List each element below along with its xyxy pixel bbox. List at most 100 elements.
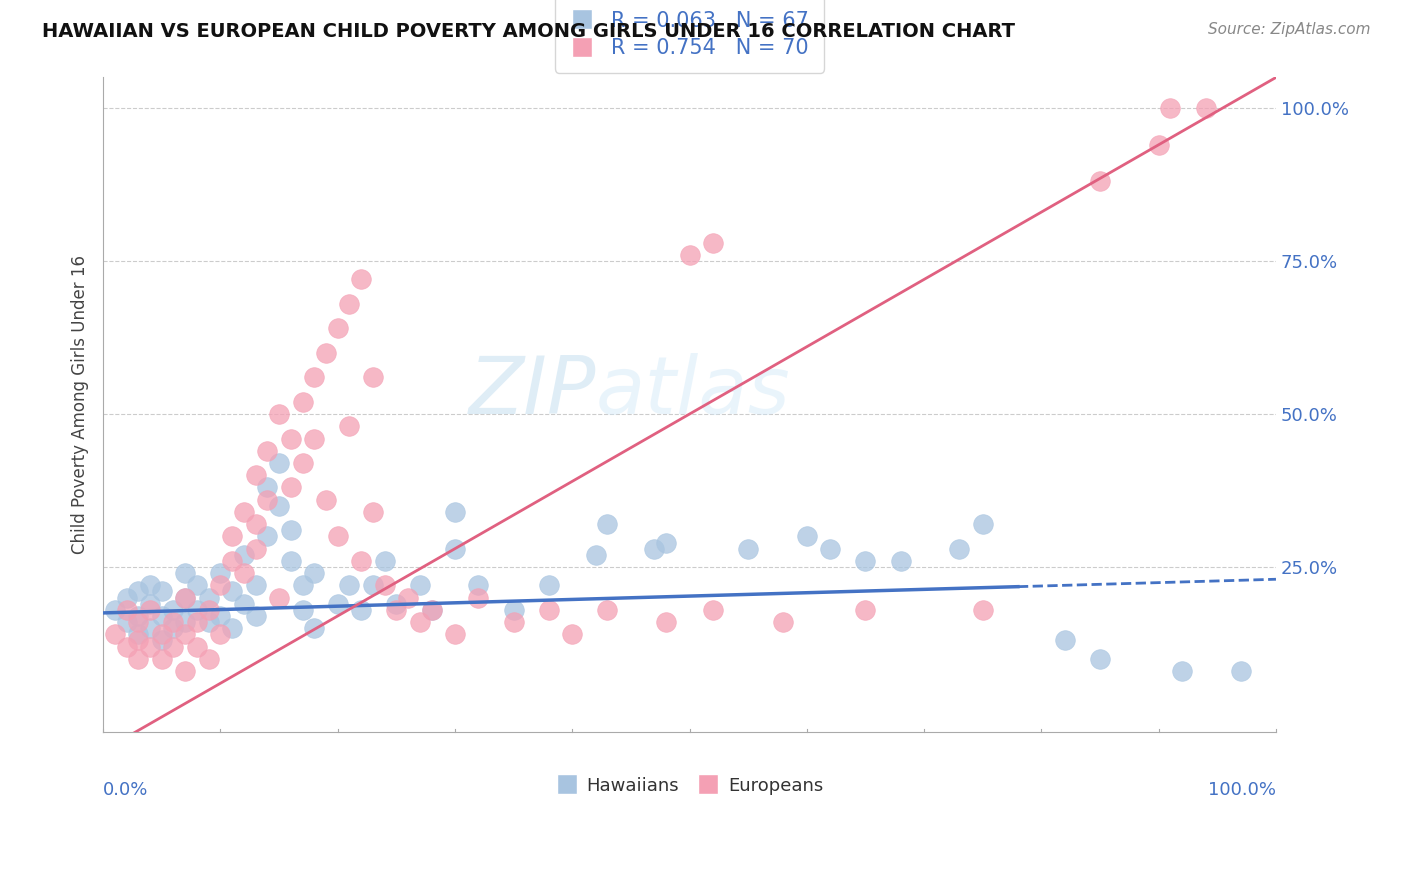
Point bbox=[221, 621, 243, 635]
Point bbox=[374, 554, 396, 568]
Point bbox=[256, 492, 278, 507]
Point bbox=[280, 480, 302, 494]
Point bbox=[561, 627, 583, 641]
Text: atlas: atlas bbox=[596, 352, 790, 431]
Point bbox=[385, 597, 408, 611]
Point bbox=[221, 529, 243, 543]
Point bbox=[1088, 174, 1111, 188]
Point bbox=[127, 615, 149, 629]
Text: 100.0%: 100.0% bbox=[1208, 781, 1277, 799]
Point bbox=[890, 554, 912, 568]
Point bbox=[197, 652, 219, 666]
Point bbox=[302, 621, 325, 635]
Point bbox=[1194, 101, 1216, 115]
Point bbox=[245, 517, 267, 532]
Point bbox=[972, 517, 994, 532]
Point bbox=[186, 578, 208, 592]
Point bbox=[139, 603, 162, 617]
Point bbox=[150, 633, 173, 648]
Point bbox=[302, 566, 325, 581]
Point bbox=[409, 615, 432, 629]
Point bbox=[174, 664, 197, 678]
Point bbox=[1229, 664, 1251, 678]
Point bbox=[361, 505, 384, 519]
Point bbox=[139, 640, 162, 654]
Point bbox=[150, 652, 173, 666]
Point bbox=[678, 248, 700, 262]
Point bbox=[820, 541, 842, 556]
Point bbox=[537, 578, 560, 592]
Point bbox=[209, 566, 232, 581]
Point bbox=[948, 541, 970, 556]
Point bbox=[374, 578, 396, 592]
Point bbox=[1147, 137, 1170, 152]
Point bbox=[139, 597, 162, 611]
Point bbox=[245, 468, 267, 483]
Text: 0.0%: 0.0% bbox=[103, 781, 149, 799]
Point bbox=[409, 578, 432, 592]
Point bbox=[267, 407, 290, 421]
Point bbox=[232, 548, 254, 562]
Point bbox=[186, 603, 208, 617]
Point bbox=[855, 554, 877, 568]
Point bbox=[280, 432, 302, 446]
Point bbox=[396, 591, 419, 605]
Text: ZIP: ZIP bbox=[468, 352, 596, 431]
Point bbox=[596, 517, 619, 532]
Point bbox=[197, 603, 219, 617]
Point bbox=[232, 566, 254, 581]
Point bbox=[467, 578, 489, 592]
Point bbox=[291, 578, 314, 592]
Point bbox=[127, 609, 149, 624]
Point bbox=[655, 535, 678, 549]
Point bbox=[855, 603, 877, 617]
Point bbox=[186, 640, 208, 654]
Point bbox=[139, 621, 162, 635]
Point bbox=[655, 615, 678, 629]
Point bbox=[444, 541, 467, 556]
Point bbox=[115, 615, 138, 629]
Point bbox=[162, 615, 184, 629]
Point bbox=[150, 627, 173, 641]
Point bbox=[162, 640, 184, 654]
Point bbox=[444, 505, 467, 519]
Point bbox=[291, 456, 314, 470]
Point bbox=[267, 499, 290, 513]
Point bbox=[339, 578, 361, 592]
Text: HAWAIIAN VS EUROPEAN CHILD POVERTY AMONG GIRLS UNDER 16 CORRELATION CHART: HAWAIIAN VS EUROPEAN CHILD POVERTY AMONG… bbox=[42, 22, 1015, 41]
Point bbox=[361, 578, 384, 592]
Point bbox=[150, 609, 173, 624]
Point bbox=[339, 297, 361, 311]
Point bbox=[221, 554, 243, 568]
Point bbox=[150, 584, 173, 599]
Point bbox=[796, 529, 818, 543]
Point bbox=[1088, 652, 1111, 666]
Point bbox=[315, 492, 337, 507]
Point bbox=[972, 603, 994, 617]
Point bbox=[361, 370, 384, 384]
Point bbox=[186, 615, 208, 629]
Point bbox=[280, 524, 302, 538]
Point bbox=[174, 591, 197, 605]
Point bbox=[256, 480, 278, 494]
Point bbox=[280, 554, 302, 568]
Point bbox=[326, 321, 349, 335]
Point bbox=[256, 529, 278, 543]
Point bbox=[127, 584, 149, 599]
Point bbox=[585, 548, 607, 562]
Point bbox=[291, 394, 314, 409]
Point bbox=[772, 615, 794, 629]
Point bbox=[702, 235, 724, 250]
Point bbox=[221, 584, 243, 599]
Point bbox=[139, 578, 162, 592]
Point bbox=[1053, 633, 1076, 648]
Point bbox=[326, 529, 349, 543]
Point bbox=[502, 603, 524, 617]
Point bbox=[232, 597, 254, 611]
Point bbox=[267, 456, 290, 470]
Text: Source: ZipAtlas.com: Source: ZipAtlas.com bbox=[1208, 22, 1371, 37]
Point bbox=[174, 591, 197, 605]
Point bbox=[467, 591, 489, 605]
Point bbox=[326, 597, 349, 611]
Point bbox=[127, 633, 149, 648]
